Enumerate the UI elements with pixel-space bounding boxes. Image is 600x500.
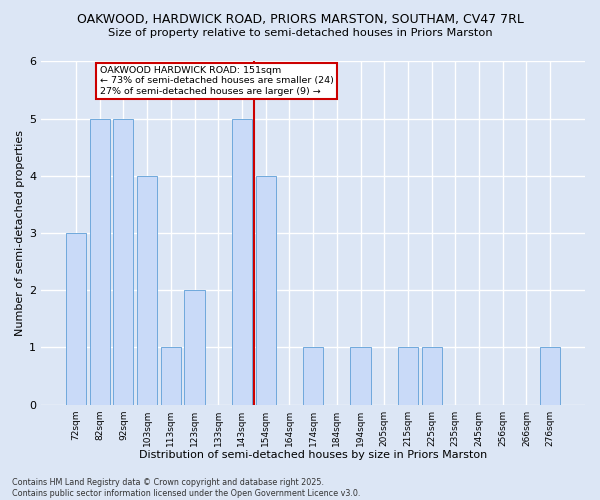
Bar — [350, 348, 371, 405]
Bar — [398, 348, 418, 405]
Text: Size of property relative to semi-detached houses in Priors Marston: Size of property relative to semi-detach… — [107, 28, 493, 38]
Bar — [232, 118, 252, 405]
Bar — [303, 348, 323, 405]
Bar — [137, 176, 157, 404]
Text: OAKWOOD, HARDWICK ROAD, PRIORS MARSTON, SOUTHAM, CV47 7RL: OAKWOOD, HARDWICK ROAD, PRIORS MARSTON, … — [77, 12, 523, 26]
Bar — [184, 290, 205, 405]
Text: OAKWOOD HARDWICK ROAD: 151sqm
← 73% of semi-detached houses are smaller (24)
27%: OAKWOOD HARDWICK ROAD: 151sqm ← 73% of s… — [100, 66, 334, 96]
Bar — [256, 176, 276, 404]
Bar — [540, 348, 560, 405]
Text: Contains HM Land Registry data © Crown copyright and database right 2025.
Contai: Contains HM Land Registry data © Crown c… — [12, 478, 361, 498]
Bar — [66, 233, 86, 404]
Bar — [422, 348, 442, 405]
Y-axis label: Number of semi-detached properties: Number of semi-detached properties — [15, 130, 25, 336]
X-axis label: Distribution of semi-detached houses by size in Priors Marston: Distribution of semi-detached houses by … — [139, 450, 487, 460]
Bar — [161, 348, 181, 405]
Bar — [113, 118, 133, 405]
Bar — [89, 118, 110, 405]
